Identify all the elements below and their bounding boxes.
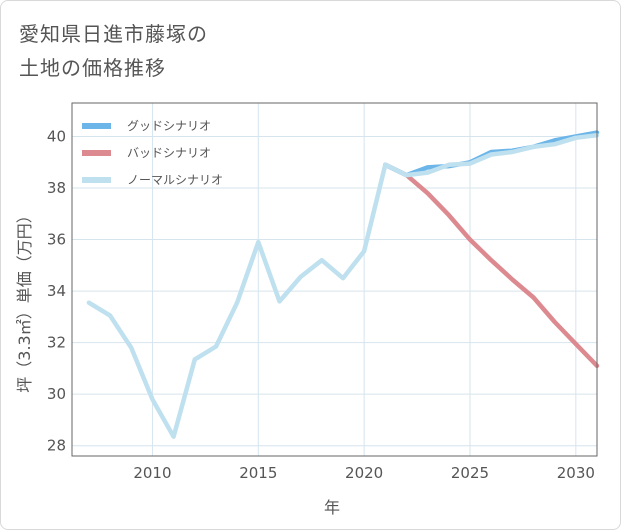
plot-frame xyxy=(71,102,598,457)
chart-title: 愛知県日進市藤塚の 土地の価格推移 xyxy=(19,17,208,85)
y-axis-title: 坪（3.3㎡）単価（万円） xyxy=(15,207,34,392)
axis-ticks: 2010 2015 2020 2025 2030 28 30 32 34 36 38 40 xyxy=(47,127,595,482)
legend-label-bad: バッドシナリオ xyxy=(127,146,211,160)
y-tick-label: 38 xyxy=(47,179,66,197)
x-tick-label: 2025 xyxy=(451,464,489,482)
x-tick-label: 2010 xyxy=(133,464,171,482)
x-axis-title: 年 xyxy=(324,498,340,517)
series-lines xyxy=(86,130,600,439)
series-line-good xyxy=(383,130,600,178)
legend-label-normal: ノーマルシナリオ xyxy=(127,173,223,187)
y-tick-label: 40 xyxy=(47,127,66,145)
y-tick-label: 34 xyxy=(47,282,66,300)
legend-label-good: グッドシナリオ xyxy=(127,119,211,133)
series-line-normal xyxy=(86,132,600,439)
y-tick-label: 36 xyxy=(47,231,66,249)
y-tick-label: 32 xyxy=(47,334,66,352)
x-tick-label: 2015 xyxy=(239,464,277,482)
chart-title-line-1: 愛知県日進市藤塚の xyxy=(19,22,208,46)
y-tick-label: 28 xyxy=(47,437,66,455)
x-tick-label: 2030 xyxy=(557,464,595,482)
y-tick-label: 30 xyxy=(47,385,66,403)
x-tick-label: 2020 xyxy=(345,464,383,482)
series-line-bad xyxy=(383,162,600,369)
chart-title-line-2: 土地の価格推移 xyxy=(19,56,166,80)
